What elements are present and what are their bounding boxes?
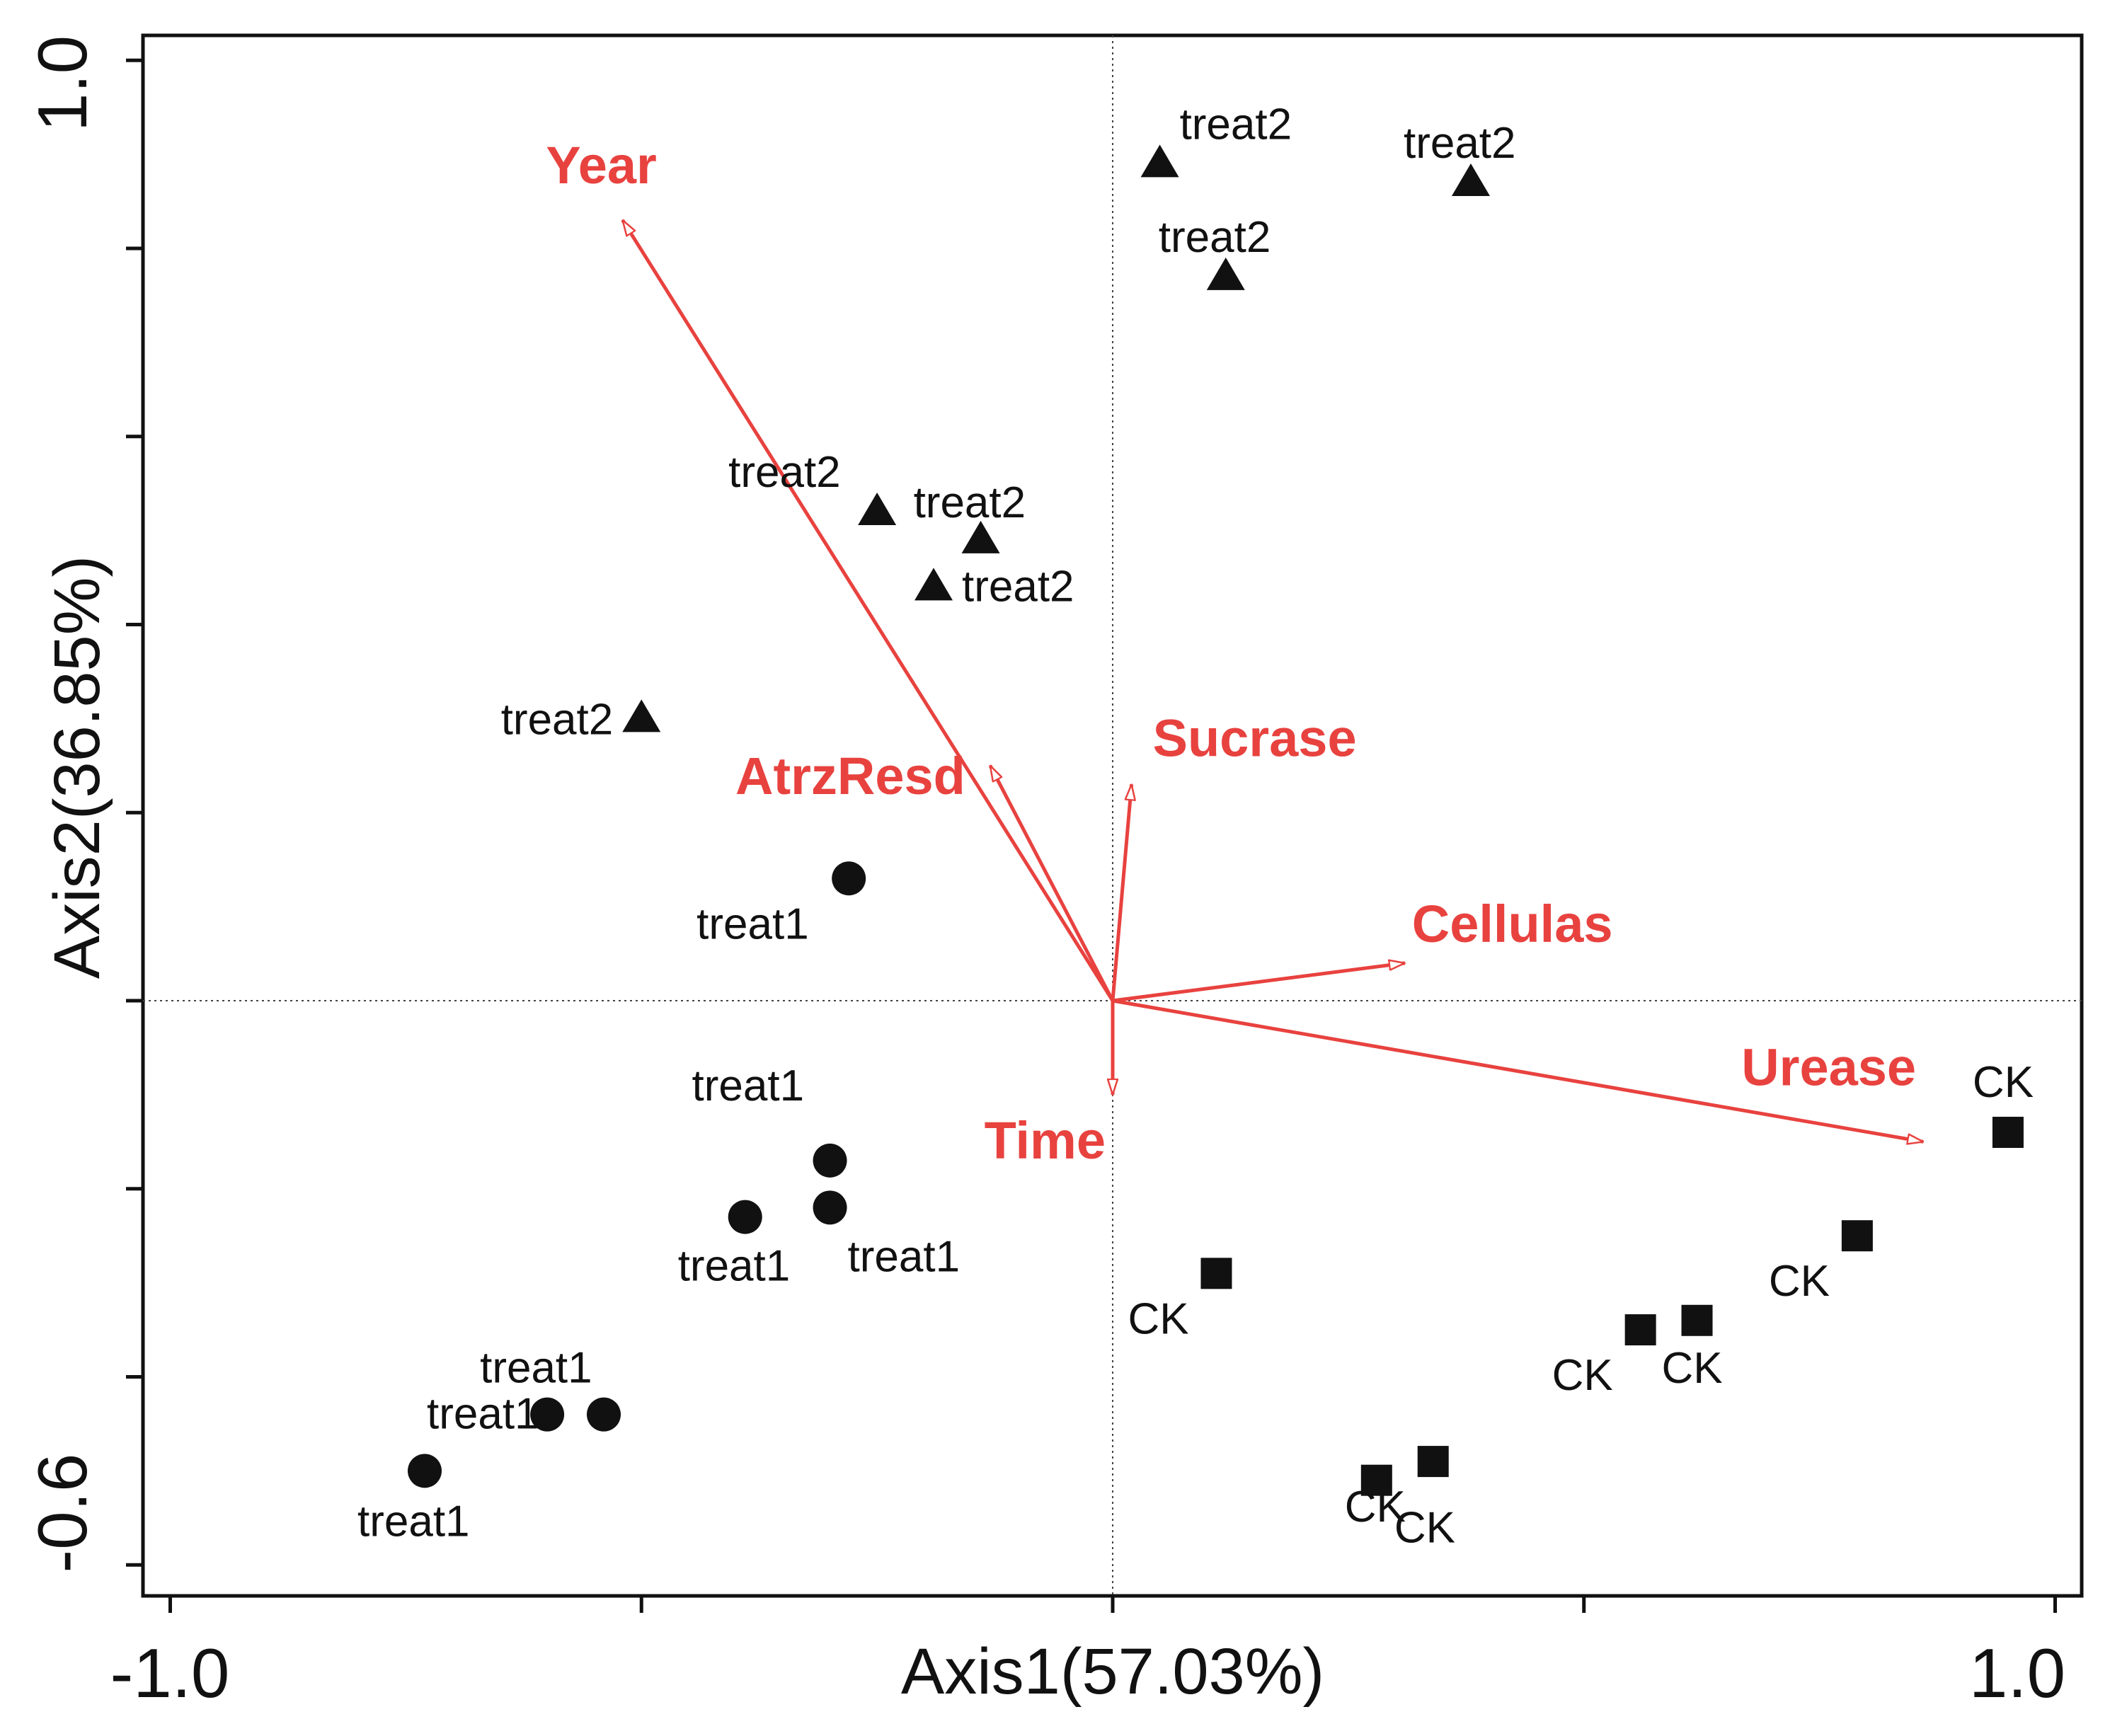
vector-atrzresd — [988, 766, 1115, 1002]
treat2-point-6 — [914, 568, 953, 601]
ck-point-3 — [1200, 1258, 1232, 1289]
treat2-point-2 — [1451, 163, 1490, 196]
ck-label-5: CK — [1662, 1344, 1723, 1393]
y-tick-max: 1.0 — [23, 35, 101, 132]
vector-label-cellulas: Cellulas — [1412, 895, 1613, 953]
y-axis-ticks — [126, 58, 143, 1567]
vector-label-year: Year — [546, 136, 656, 195]
ck-label-2: CK — [1769, 1257, 1830, 1306]
treat2-label-6: treat2 — [962, 562, 1074, 611]
treat1-point-6 — [586, 1397, 621, 1432]
x-tick-max: 1.0 — [1969, 1634, 2065, 1712]
treat2-label-4: treat2 — [728, 448, 841, 497]
vector-cellulas — [1112, 963, 1405, 1003]
ck-point-5 — [1681, 1304, 1713, 1336]
treat2-point-4 — [858, 493, 897, 526]
treat1-point-3 — [728, 1200, 762, 1234]
ck-label-1: CK — [1973, 1058, 2034, 1107]
treat2-point-7 — [622, 699, 661, 732]
treat1-point-2 — [813, 1143, 847, 1178]
treat1-point-5 — [530, 1397, 565, 1432]
treat2-label-7: treat2 — [501, 695, 614, 744]
treat2-label-5: treat2 — [914, 478, 1026, 527]
treat2-point-5 — [961, 520, 1000, 553]
treat1-point-1 — [832, 861, 866, 896]
ck-point-2 — [1841, 1220, 1873, 1252]
vector-label-time: Time — [985, 1111, 1106, 1170]
treat2-point-1 — [1140, 144, 1179, 178]
x-tick-min: -1.0 — [110, 1634, 230, 1712]
vector-urease — [1112, 999, 1923, 1142]
treat1-label-7: treat1 — [357, 1497, 470, 1546]
treat1-label-5: treat1 — [480, 1344, 592, 1393]
ck-point-4 — [1624, 1314, 1656, 1346]
environment-vectors: Year AtrzResd Sucrase Cellulas Urease Time — [546, 136, 1923, 1170]
ck-point-1 — [1992, 1117, 2024, 1149]
ck-label-4: CK — [1552, 1351, 1613, 1400]
ck-label-7: CK — [1394, 1504, 1455, 1553]
vector-year — [623, 220, 1115, 1002]
treat2-label-2: treat2 — [1404, 119, 1516, 168]
treat1-label-1: treat1 — [696, 899, 809, 948]
y-tick-min: -0.6 — [23, 1454, 101, 1573]
treat1-label-2: treat1 — [692, 1062, 805, 1110]
treat2-label-1: treat2 — [1180, 100, 1292, 149]
x-axis-title: Axis1(57.03%) — [901, 1636, 1324, 1708]
vector-label-atrzresd: AtrzResd — [735, 747, 965, 805]
x-axis-ticks — [168, 1596, 2057, 1613]
treat2-point-3 — [1206, 257, 1245, 290]
vector-label-sucrase: Sucrase — [1153, 708, 1357, 767]
treat1-point-4 — [813, 1190, 847, 1225]
treat2-label-3: treat2 — [1159, 213, 1271, 262]
ck-point-7 — [1360, 1464, 1392, 1496]
ck-point-6 — [1417, 1446, 1449, 1478]
treat1-label-3: treat1 — [678, 1242, 791, 1291]
treat1-label-4: treat1 — [848, 1232, 961, 1281]
treat1-point-7 — [408, 1454, 442, 1488]
treat1-label-6: treat1 — [427, 1390, 539, 1439]
vector-label-urease: Urease — [1741, 1037, 1916, 1096]
vector-sucrase — [1111, 784, 1132, 1001]
y-axis-title: Axis2(36.85%) — [41, 556, 113, 979]
sample-points: treat2 treat2 treat2 treat2 treat2 treat2 trea… — [357, 100, 2034, 1552]
ck-label-3: CK — [1128, 1294, 1188, 1343]
